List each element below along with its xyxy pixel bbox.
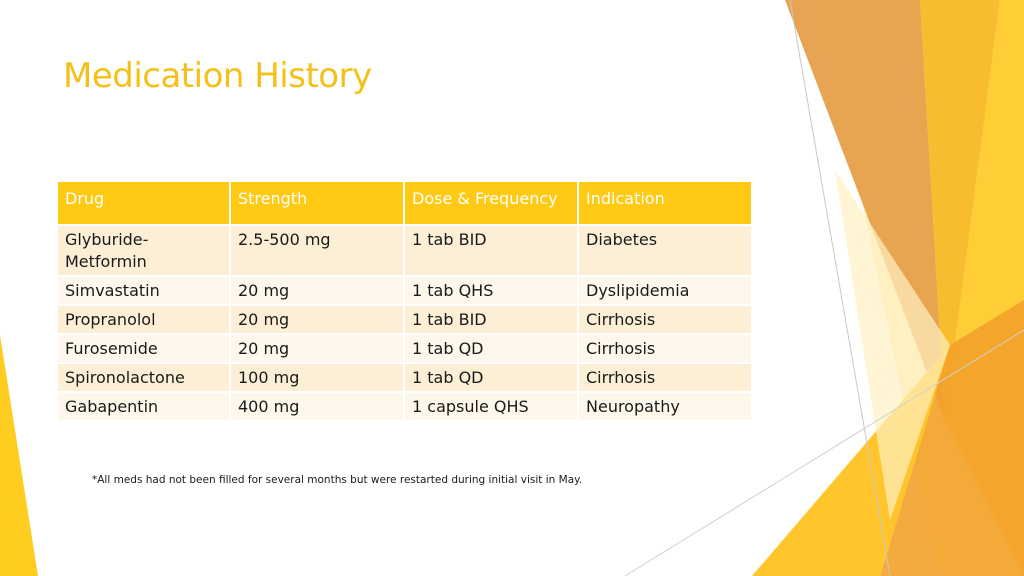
cell-indication: Cirrhosis [577,362,753,393]
cell-strength: 100 mg [229,362,405,393]
cell-drug: Spironolactone [56,362,231,393]
cell-indication: Dyslipidemia [577,275,753,306]
decor-yellow-facet-top [920,0,1000,420]
cell-dose: 1 capsule QHS [403,391,579,422]
cell-dose: 1 tab BID [403,304,579,335]
table-header-row: Drug Strength Dose & Frequency Indicatio… [56,180,753,226]
cell-indication: Neuropathy [577,391,753,422]
header-strength: Strength [229,180,405,226]
medication-table: Drug Strength Dose & Frequency Indicatio… [56,180,753,422]
table-row: Glyburide-Metformin 2.5-500 mg 1 tab BID… [56,224,753,277]
cell-strength: 400 mg [229,391,405,422]
decor-pale-facet [835,170,950,520]
header-dose-frequency: Dose & Frequency [403,180,579,226]
table-row: Propranolol 20 mg 1 tab BID Cirrhosis [56,304,753,335]
cell-strength: 20 mg [229,275,405,306]
cell-dose: 1 tab QHS [403,275,579,306]
table-row: Simvastatin 20 mg 1 tab QHS Dyslipidemia [56,275,753,306]
cell-drug: Gabapentin [56,391,231,422]
cell-strength: 2.5-500 mg [229,224,405,277]
cell-indication: Diabetes [577,224,753,277]
header-indication: Indication [577,180,753,226]
cell-drug: Glyburide-Metformin [56,224,231,277]
cell-indication: Cirrhosis [577,333,753,364]
decor-left-facet [0,335,38,576]
cell-indication: Cirrhosis [577,304,753,335]
table-row: Furosemide 20 mg 1 tab QD Cirrhosis [56,333,753,364]
cell-drug: Propranolol [56,304,231,335]
cell-dose: 1 tab QD [403,362,579,393]
table-row: Spironolactone 100 mg 1 tab QD Cirrhosis [56,362,753,393]
decor-line-1 [789,0,891,576]
decor-orange-facet-low [880,300,1024,576]
slide-title: Medication History [63,56,372,96]
cell-drug: Simvastatin [56,275,231,306]
footnote: *All meds had not been filled for severa… [92,474,583,486]
decor-line-2 [624,329,1024,576]
cell-strength: 20 mg [229,333,405,364]
cell-dose: 1 tab BID [403,224,579,277]
cell-dose: 1 tab QD [403,333,579,364]
cell-strength: 20 mg [229,304,405,335]
table-row: Gabapentin 400 mg 1 capsule QHS Neuropat… [56,391,753,422]
cell-drug: Furosemide [56,333,231,364]
header-drug: Drug [56,180,231,226]
